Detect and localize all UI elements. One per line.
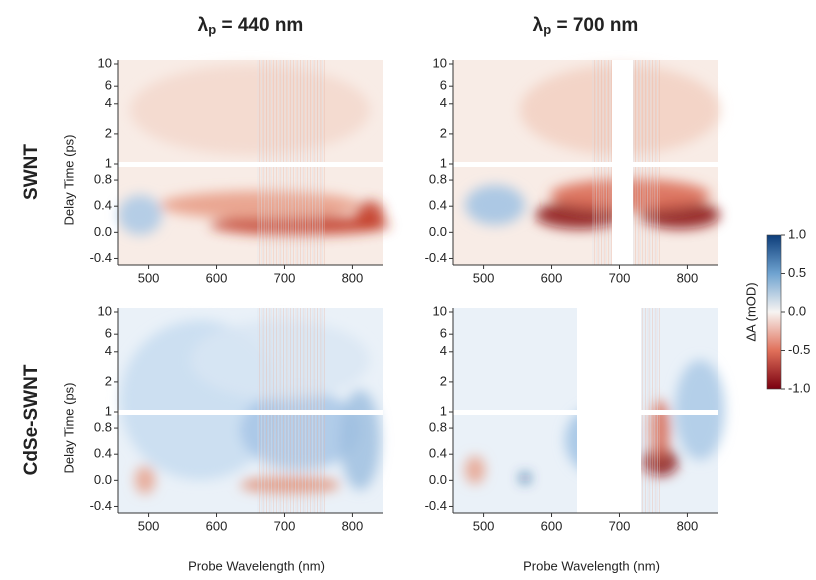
x-tick-label: 700 <box>609 518 631 533</box>
x-tick-label: 700 <box>274 270 296 285</box>
y-tick-label: 10 <box>98 55 112 70</box>
heatmap-panel: 500 600 700 800 1 2 4 6 10 -0.4 0.0 0.4 0.8 <box>90 303 383 533</box>
y-tick-label: 0.0 <box>429 224 447 239</box>
y-tick-label: -0.4 <box>425 250 447 265</box>
x-axis-label: Probe Wavelength (nm) <box>523 558 660 573</box>
y-tick-label: 4 <box>105 343 112 358</box>
y-tick-label: 0.0 <box>429 472 447 487</box>
y-tick-label: 1 <box>440 403 447 418</box>
x-tick-label: 800 <box>677 518 699 533</box>
y-tick-label: 6 <box>440 78 447 93</box>
heatmap-feature <box>130 65 370 155</box>
heatmap-feature <box>135 466 155 494</box>
heatmap-panel: 500 600 700 800 1 2 4 6 10 -0.4 0.0 0.4 0.8 <box>90 55 390 285</box>
x-tick-label: 500 <box>138 518 160 533</box>
y-tick-label: 2 <box>440 373 447 388</box>
y-tick-label: 0.8 <box>429 172 447 187</box>
y-tick-label: 0.0 <box>94 472 112 487</box>
y-tick-label: 0.4 <box>429 198 447 213</box>
y-tick-label: 1 <box>440 155 447 170</box>
title-symbol: λ <box>533 15 544 36</box>
y-tick-label: 6 <box>105 78 112 93</box>
break-line <box>114 162 383 167</box>
heatmap-feature <box>520 473 530 483</box>
x-tick-label: 700 <box>609 270 631 285</box>
break-line <box>449 162 718 167</box>
y-tick-label: 2 <box>105 125 112 140</box>
row-label: SWNT <box>21 144 42 200</box>
y-tick-label: 0.8 <box>429 420 447 435</box>
x-tick-label: 500 <box>138 270 160 285</box>
colorbar-tick-label: 1.0 <box>788 226 806 241</box>
y-tick-label: 0.8 <box>94 420 112 435</box>
break-line <box>114 410 383 415</box>
data-gap <box>577 308 641 513</box>
heatmap-feature <box>118 195 162 235</box>
x-tick-label: 600 <box>206 518 228 533</box>
colorbar-tick-label: -1.0 <box>788 380 810 395</box>
y-tick-label: 10 <box>433 55 447 70</box>
panel-title: λp = 440 nm <box>198 15 304 37</box>
y-tick-label: 0.0 <box>94 224 112 239</box>
x-tick-label: 800 <box>677 270 699 285</box>
colorbar-tick-label: -0.5 <box>788 342 810 357</box>
y-tick-label: 2 <box>440 125 447 140</box>
heatmap-feature <box>465 185 525 225</box>
colorbar-tick-label: 0.0 <box>788 303 806 318</box>
x-tick-label: 800 <box>342 518 364 533</box>
heatmap-panel: 500 600 700 800 1 2 4 6 10 -0.4 0.0 0.4 0.8 <box>425 55 720 285</box>
colorbar <box>766 234 782 390</box>
x-tick-label: 800 <box>342 270 364 285</box>
heatmap-panel: 500 600 700 800 1 2 4 6 10 -0.4 0.0 0.4 0.8 <box>425 303 725 533</box>
y-axis-label: Delay Time (ps) <box>61 382 76 473</box>
heatmap-feature <box>356 201 384 229</box>
x-tick-label: 700 <box>274 518 296 533</box>
heatmap-feature <box>340 390 380 490</box>
y-tick-label: 4 <box>440 95 447 110</box>
x-tick-label: 500 <box>473 518 495 533</box>
title-symbol: λ <box>198 15 209 36</box>
y-tick-label: 10 <box>98 303 112 318</box>
heatmap-feature <box>465 456 485 484</box>
x-tick-label: 500 <box>473 270 495 285</box>
y-tick-label: 0.4 <box>94 198 112 213</box>
y-tick-label: -0.4 <box>90 498 112 513</box>
title-subscript: p <box>208 22 216 37</box>
y-tick-label: 1 <box>105 403 112 418</box>
heatmap-feature <box>210 215 390 235</box>
x-tick-label: 600 <box>541 270 563 285</box>
x-axis-label: Probe Wavelength (nm) <box>188 558 325 573</box>
x-tick-label: 600 <box>541 518 563 533</box>
y-tick-label: 0.4 <box>429 446 447 461</box>
title-rest: = 440 nm <box>216 15 303 36</box>
colorbar-label: ΔA (mOD) <box>743 282 758 341</box>
y-tick-label: -0.4 <box>425 498 447 513</box>
y-tick-label: 0.8 <box>94 172 112 187</box>
y-tick-label: 0.4 <box>94 446 112 461</box>
y-tick-label: 2 <box>105 373 112 388</box>
y-axis-label: Delay Time (ps) <box>61 134 76 225</box>
colorbar-tick-label: 0.5 <box>788 265 806 280</box>
y-tick-label: 1 <box>105 155 112 170</box>
y-tick-label: 6 <box>105 326 112 341</box>
heatmap-feature <box>650 400 670 460</box>
y-tick-label: 10 <box>433 303 447 318</box>
x-tick-label: 600 <box>206 270 228 285</box>
title-rest: = 700 nm <box>551 15 638 36</box>
panel-title: λp = 700 nm <box>533 15 639 37</box>
data-gap <box>612 60 633 265</box>
y-tick-label: -0.4 <box>90 250 112 265</box>
heatmap-image <box>118 65 390 235</box>
title-subscript: p <box>543 22 551 37</box>
y-tick-label: 4 <box>105 95 112 110</box>
row-label: CdSe-SWNT <box>21 364 42 475</box>
y-tick-label: 4 <box>440 343 447 358</box>
y-tick-label: 6 <box>440 326 447 341</box>
